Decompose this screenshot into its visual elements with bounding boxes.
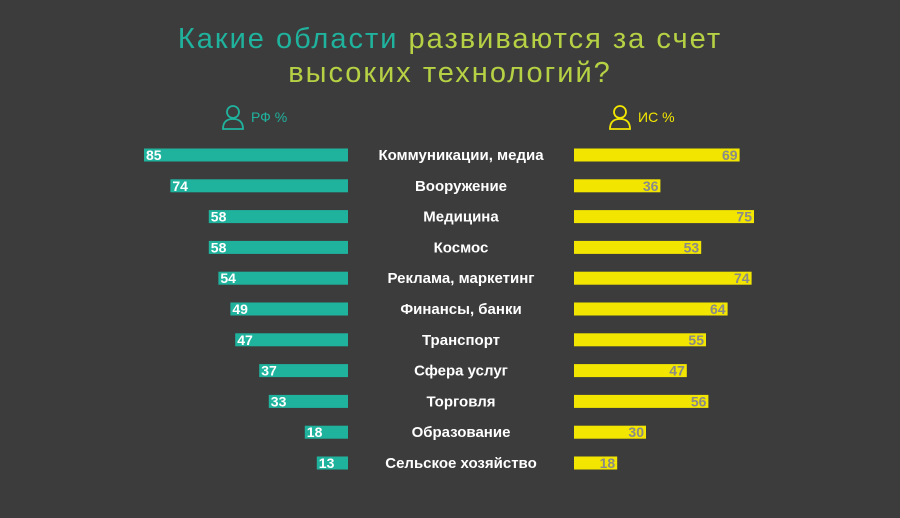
value-label-left-3: 58 bbox=[211, 239, 227, 255]
chart-title: Какие области развиваются за счет высоки… bbox=[0, 22, 900, 90]
bar-left-2 bbox=[208, 210, 348, 224]
bar-left-6 bbox=[235, 333, 348, 347]
value-label-right-0: 69 bbox=[722, 147, 738, 163]
value-label-right-5: 64 bbox=[710, 301, 726, 317]
value-label-left-4: 54 bbox=[220, 270, 236, 286]
bar-right-4 bbox=[574, 271, 752, 285]
title-line-1: Какие области развиваются за счет bbox=[0, 22, 900, 56]
bar-right-7 bbox=[574, 364, 687, 378]
category-label-6: Транспорт bbox=[422, 332, 500, 349]
bar-left-1 bbox=[170, 179, 348, 193]
bar-left-8 bbox=[268, 394, 348, 408]
category-label-7: Сфера услуг bbox=[414, 363, 508, 380]
value-label-left-0: 85 bbox=[146, 147, 162, 163]
value-label-right-1: 36 bbox=[643, 178, 659, 194]
bar-left-10 bbox=[316, 456, 348, 470]
value-label-right-4: 74 bbox=[734, 270, 750, 286]
value-label-left-6: 47 bbox=[237, 332, 253, 348]
title-line-2: высоких технологий? bbox=[288, 57, 612, 89]
category-label-2: Медицина bbox=[423, 209, 499, 226]
category-label-10: Сельское хозяйство bbox=[385, 455, 537, 472]
title-part-2: развиваются за счет bbox=[408, 23, 723, 55]
category-label-4: Реклама, маркетинг bbox=[387, 270, 534, 287]
title-part-1: Какие области bbox=[177, 23, 399, 55]
bar-right-1 bbox=[574, 179, 661, 193]
value-label-left-9: 18 bbox=[307, 424, 323, 440]
value-label-left-1: 74 bbox=[172, 178, 188, 194]
value-label-right-8: 56 bbox=[691, 393, 707, 409]
value-label-right-3: 53 bbox=[684, 239, 700, 255]
value-label-left-5: 49 bbox=[232, 301, 248, 317]
bar-left-4 bbox=[218, 271, 348, 285]
value-label-right-9: 30 bbox=[628, 424, 644, 440]
category-label-0: Коммуникации, медиа bbox=[378, 147, 544, 164]
value-label-right-10: 18 bbox=[600, 455, 616, 471]
bar-right-2 bbox=[574, 210, 754, 224]
person-outline-icon bbox=[609, 105, 631, 130]
legend-right-label: ИС % bbox=[638, 109, 675, 125]
legend-right: ИС % bbox=[608, 102, 675, 132]
person-outline-icon bbox=[222, 105, 244, 130]
bar-left-3 bbox=[208, 240, 348, 254]
category-label-8: Торговля bbox=[426, 393, 495, 410]
category-label-3: Космос bbox=[434, 239, 489, 256]
value-label-right-6: 55 bbox=[688, 332, 704, 348]
bar-left-0 bbox=[144, 148, 348, 162]
bar-right-5 bbox=[574, 302, 728, 316]
legend-left-label: РФ % bbox=[251, 109, 288, 125]
value-label-right-2: 75 bbox=[736, 209, 752, 225]
bar-left-5 bbox=[230, 302, 348, 316]
bar-left-9 bbox=[304, 425, 348, 439]
bar-right-10 bbox=[574, 456, 618, 470]
bar-right-9 bbox=[574, 425, 646, 439]
value-label-left-7: 37 bbox=[261, 363, 277, 379]
bar-right-6 bbox=[574, 333, 706, 347]
value-label-left-2: 58 bbox=[211, 209, 227, 225]
bar-right-3 bbox=[574, 240, 702, 254]
value-label-left-10: 13 bbox=[319, 455, 335, 471]
bar-left-7 bbox=[259, 364, 348, 378]
bar-right-0 bbox=[574, 148, 740, 162]
value-label-right-7: 47 bbox=[669, 363, 685, 379]
category-label-1: Вооружение bbox=[415, 178, 507, 195]
bar-right-8 bbox=[574, 394, 709, 408]
value-label-left-8: 33 bbox=[271, 393, 287, 409]
legend-left: РФ % bbox=[221, 102, 287, 132]
category-label-9: Образование bbox=[412, 424, 511, 441]
category-label-5: Финансы, банки bbox=[400, 301, 521, 318]
